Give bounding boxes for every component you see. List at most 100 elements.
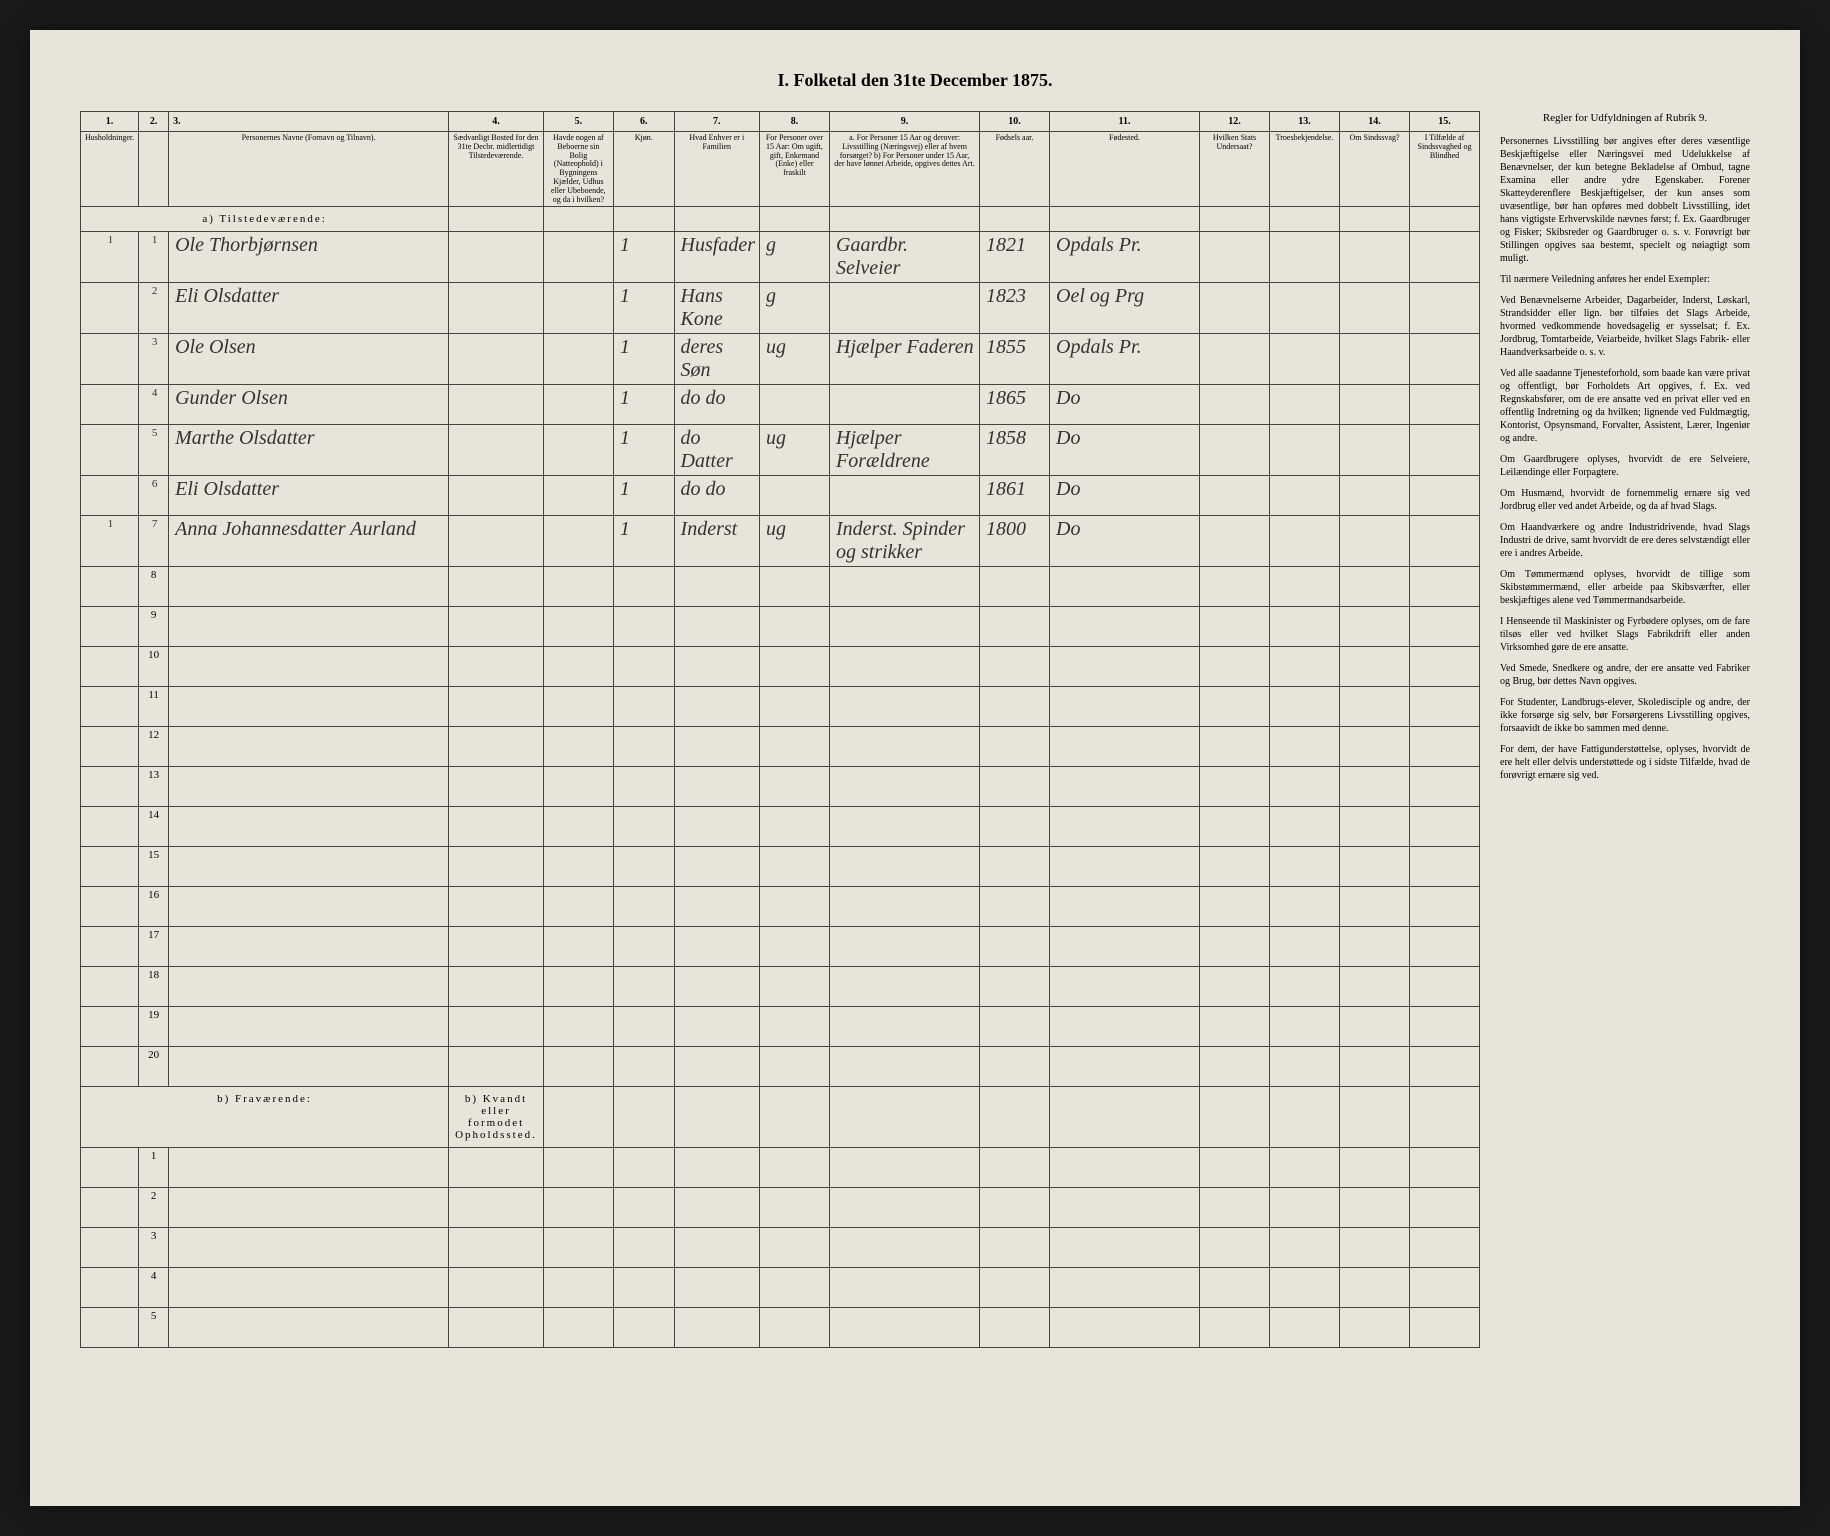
- col-num-13: 13.: [1270, 112, 1340, 132]
- household-num: [81, 283, 139, 334]
- table-area: 1. 2. 3. 4. 5. 6. 7. 8. 9. 10. 11. 12. 1…: [80, 111, 1480, 1348]
- rules-paragraph: Om Haandværkere og andre Industridrivend…: [1500, 521, 1750, 560]
- row-num: 18: [139, 967, 169, 1007]
- hdr-2: [139, 132, 169, 207]
- page-title: I. Folketal den 31te December 1875.: [80, 70, 1750, 91]
- cell-family: Hans Kone: [674, 283, 759, 334]
- hdr-6: Kjøn.: [613, 132, 674, 207]
- cell-occupation: Hjælper Forældrene: [830, 425, 980, 476]
- table-row: 15: [81, 847, 1480, 887]
- col-num-6: 6.: [613, 112, 674, 132]
- row-num: 5: [139, 1308, 169, 1348]
- row-num: [81, 767, 139, 807]
- row-num: [81, 1148, 139, 1188]
- row-num: [81, 1047, 139, 1087]
- section-b-body: b) Fraværende: b) Kvandt eller formodet …: [81, 1087, 1480, 1348]
- section-a-label: a) Tilstedeværende:: [81, 207, 449, 232]
- person-name: Ole Olsen: [169, 334, 449, 385]
- cell-occupation: [830, 385, 980, 425]
- table-row: 4 Gunder Olsen 1 do do 1865 Do: [81, 385, 1480, 425]
- row-num: [81, 1308, 139, 1348]
- row-num: 11: [139, 687, 169, 727]
- cell-birthyear: 1821: [980, 232, 1050, 283]
- row-num: 13: [139, 767, 169, 807]
- table-row: 1: [81, 1148, 1480, 1188]
- cell: [449, 232, 544, 283]
- table-row: 10: [81, 647, 1480, 687]
- cell-birthyear: 1855: [980, 334, 1050, 385]
- table-row: 11: [81, 687, 1480, 727]
- hdr-1: Husholdninger.: [81, 132, 139, 207]
- person-num: 3: [139, 334, 169, 385]
- cell-birthplace: Do: [1050, 425, 1200, 476]
- cell-occupation: Gaardbr. Selveier: [830, 232, 980, 283]
- cell: [1270, 232, 1340, 283]
- cell-sex: 1: [613, 476, 674, 516]
- hdr-10: Fødsels aar.: [980, 132, 1050, 207]
- cell-marital: g: [760, 283, 830, 334]
- col-num-8: 8.: [760, 112, 830, 132]
- cell: [1200, 385, 1270, 425]
- cell: [1410, 425, 1480, 476]
- row-num: [81, 967, 139, 1007]
- row-num: [81, 1268, 139, 1308]
- column-number-row: 1. 2. 3. 4. 5. 6. 7. 8. 9. 10. 11. 12. 1…: [81, 112, 1480, 132]
- cell: [543, 334, 613, 385]
- cell: [449, 425, 544, 476]
- person-name: Eli Olsdatter: [169, 283, 449, 334]
- cell: [1270, 385, 1340, 425]
- cell: [1340, 476, 1410, 516]
- cell-birthplace: Oel og Prg: [1050, 283, 1200, 334]
- cell: [449, 385, 544, 425]
- cell-birthyear: 1858: [980, 425, 1050, 476]
- hdr-9: a. For Personer 15 Aar og derover: Livss…: [830, 132, 980, 207]
- person-name: Anna Johannesdatter Aurland: [169, 516, 449, 567]
- hdr-12: Hvilken Stats Undersaat?: [1200, 132, 1270, 207]
- table-row: 2 Eli Olsdatter 1 Hans Kone g 1823 Oel o…: [81, 283, 1480, 334]
- cell: [449, 476, 544, 516]
- col-num-12: 12.: [1200, 112, 1270, 132]
- rules-paragraph: Om Tømmermænd oplyses, hvorvidt de tilli…: [1500, 568, 1750, 607]
- cell-birthplace: Do: [1050, 476, 1200, 516]
- table-row: 9: [81, 607, 1480, 647]
- section-b-label: b) Fraværende:: [81, 1087, 449, 1148]
- rules-paragraph: For Studenter, Landbrugs-elever, Skoledi…: [1500, 696, 1750, 735]
- cell: [1200, 425, 1270, 476]
- row-num: [81, 607, 139, 647]
- cell: [1410, 232, 1480, 283]
- row-num: [81, 1007, 139, 1047]
- table-row: 8: [81, 567, 1480, 607]
- cell: [1200, 516, 1270, 567]
- person-name: Ole Thorbjørnsen: [169, 232, 449, 283]
- person-num: 6: [139, 476, 169, 516]
- household-num: 1: [81, 516, 139, 567]
- table-row: 5: [81, 1308, 1480, 1348]
- cell: [1340, 516, 1410, 567]
- table-row: 13: [81, 767, 1480, 807]
- table-row: 19: [81, 1007, 1480, 1047]
- col-num-10: 10.: [980, 112, 1050, 132]
- row-num: [81, 687, 139, 727]
- cell-marital: ug: [760, 334, 830, 385]
- row-num: [81, 807, 139, 847]
- cell-sex: 1: [613, 334, 674, 385]
- section-b-col4: b) Kvandt eller formodet Opholdssted.: [449, 1087, 544, 1148]
- cell-birthyear: 1800: [980, 516, 1050, 567]
- cell: [1410, 385, 1480, 425]
- hdr-5: Havde nogen af Beboerne sin Bolig (Natte…: [543, 132, 613, 207]
- row-num: 12: [139, 727, 169, 767]
- cell: [543, 232, 613, 283]
- col-num-9: 9.: [830, 112, 980, 132]
- hdr-11: Fødested.: [1050, 132, 1200, 207]
- cell: [1340, 425, 1410, 476]
- row-num: [81, 887, 139, 927]
- census-table: 1. 2. 3. 4. 5. 6. 7. 8. 9. 10. 11. 12. 1…: [80, 111, 1480, 1348]
- hdr-15: I Tilfælde af Sindssvaghed og Blindhed: [1410, 132, 1480, 207]
- cell: [543, 283, 613, 334]
- person-num: 4: [139, 385, 169, 425]
- cell: [1410, 334, 1480, 385]
- cell: [543, 476, 613, 516]
- cell: [1340, 283, 1410, 334]
- row-num: [81, 1188, 139, 1228]
- cell: [449, 334, 544, 385]
